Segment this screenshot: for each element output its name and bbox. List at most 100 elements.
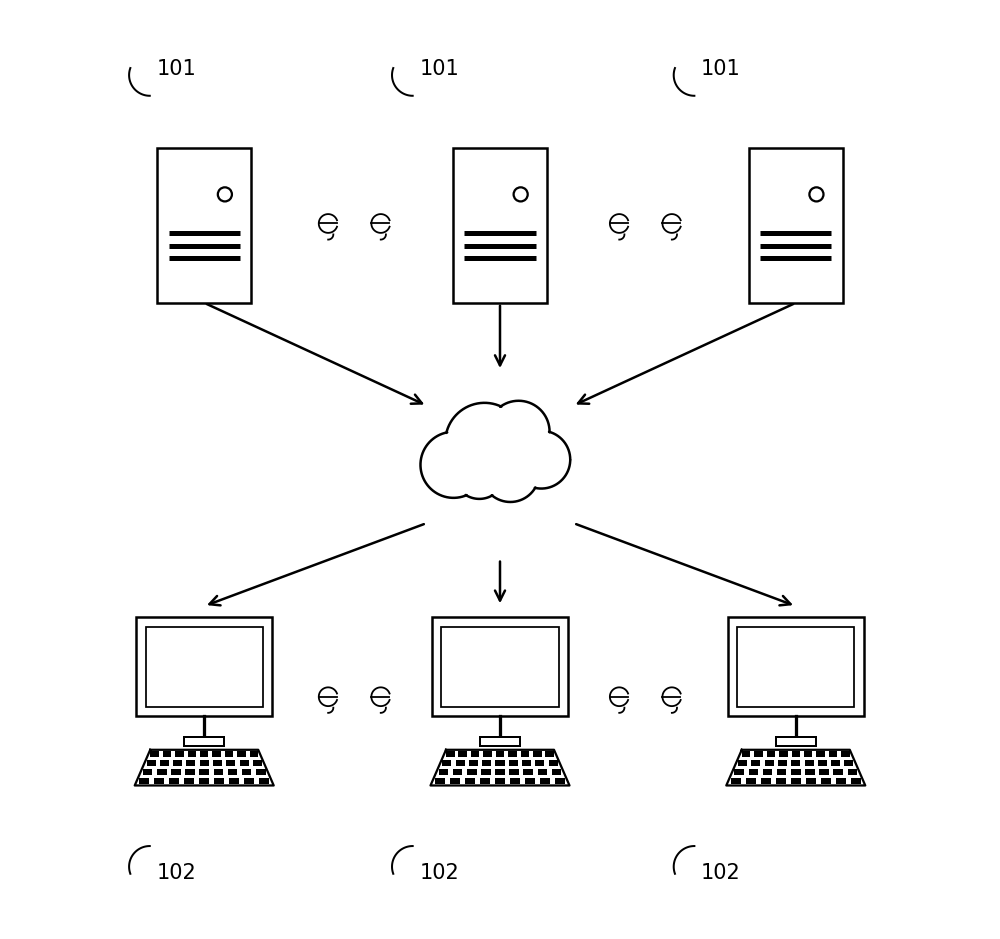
FancyBboxPatch shape [833, 769, 843, 775]
Circle shape [481, 444, 539, 502]
FancyBboxPatch shape [200, 751, 208, 757]
FancyBboxPatch shape [763, 769, 772, 775]
FancyBboxPatch shape [831, 761, 840, 766]
FancyBboxPatch shape [509, 769, 519, 775]
FancyBboxPatch shape [456, 761, 465, 766]
FancyBboxPatch shape [432, 618, 568, 716]
FancyBboxPatch shape [495, 761, 505, 766]
FancyBboxPatch shape [259, 778, 269, 784]
FancyBboxPatch shape [441, 627, 559, 706]
FancyBboxPatch shape [480, 736, 520, 746]
FancyBboxPatch shape [538, 769, 547, 775]
Circle shape [420, 432, 487, 498]
FancyBboxPatch shape [446, 751, 455, 757]
FancyBboxPatch shape [509, 761, 518, 766]
FancyBboxPatch shape [150, 751, 159, 757]
FancyBboxPatch shape [545, 751, 554, 757]
FancyBboxPatch shape [250, 751, 258, 757]
FancyBboxPatch shape [184, 736, 224, 746]
FancyBboxPatch shape [157, 769, 167, 775]
FancyBboxPatch shape [467, 769, 477, 775]
FancyBboxPatch shape [508, 751, 517, 757]
FancyBboxPatch shape [792, 751, 800, 757]
Text: 101: 101 [157, 58, 196, 79]
FancyBboxPatch shape [214, 769, 223, 775]
FancyBboxPatch shape [163, 751, 171, 757]
FancyBboxPatch shape [136, 618, 272, 716]
FancyBboxPatch shape [829, 751, 837, 757]
FancyBboxPatch shape [160, 761, 169, 766]
FancyBboxPatch shape [213, 761, 222, 766]
FancyBboxPatch shape [749, 147, 843, 302]
FancyBboxPatch shape [523, 769, 533, 775]
FancyBboxPatch shape [453, 769, 462, 775]
Circle shape [512, 431, 570, 488]
FancyBboxPatch shape [453, 147, 547, 302]
Polygon shape [431, 749, 569, 785]
FancyBboxPatch shape [200, 761, 209, 766]
FancyBboxPatch shape [805, 769, 815, 775]
FancyBboxPatch shape [237, 751, 246, 757]
FancyBboxPatch shape [742, 751, 750, 757]
FancyBboxPatch shape [804, 751, 812, 757]
FancyBboxPatch shape [256, 769, 266, 775]
FancyBboxPatch shape [173, 761, 182, 766]
FancyBboxPatch shape [525, 778, 535, 784]
FancyBboxPatch shape [738, 761, 747, 766]
FancyBboxPatch shape [482, 761, 491, 766]
FancyBboxPatch shape [821, 778, 831, 784]
FancyBboxPatch shape [776, 778, 786, 784]
FancyBboxPatch shape [199, 769, 209, 775]
FancyBboxPatch shape [496, 751, 504, 757]
FancyBboxPatch shape [212, 751, 221, 757]
FancyBboxPatch shape [791, 761, 800, 766]
FancyBboxPatch shape [549, 761, 558, 766]
FancyBboxPatch shape [791, 769, 801, 775]
FancyBboxPatch shape [471, 751, 479, 757]
FancyBboxPatch shape [186, 761, 195, 766]
FancyBboxPatch shape [481, 769, 491, 775]
Circle shape [445, 403, 524, 482]
FancyBboxPatch shape [139, 778, 149, 784]
Circle shape [488, 401, 550, 463]
FancyBboxPatch shape [242, 769, 251, 775]
FancyBboxPatch shape [225, 751, 233, 757]
FancyBboxPatch shape [552, 769, 561, 775]
FancyBboxPatch shape [848, 769, 857, 775]
Polygon shape [726, 749, 865, 785]
FancyBboxPatch shape [450, 778, 460, 784]
FancyBboxPatch shape [157, 147, 251, 302]
Text: 102: 102 [157, 863, 196, 884]
Polygon shape [135, 749, 274, 785]
FancyBboxPatch shape [495, 778, 505, 784]
FancyBboxPatch shape [435, 778, 445, 784]
FancyBboxPatch shape [214, 778, 224, 784]
FancyBboxPatch shape [816, 751, 825, 757]
FancyBboxPatch shape [791, 778, 801, 784]
FancyBboxPatch shape [147, 761, 156, 766]
FancyBboxPatch shape [185, 769, 195, 775]
FancyBboxPatch shape [480, 778, 490, 784]
FancyBboxPatch shape [776, 736, 816, 746]
FancyBboxPatch shape [175, 751, 184, 757]
FancyBboxPatch shape [228, 769, 237, 775]
FancyBboxPatch shape [244, 778, 254, 784]
FancyBboxPatch shape [765, 761, 774, 766]
FancyBboxPatch shape [522, 761, 531, 766]
FancyBboxPatch shape [754, 751, 763, 757]
FancyBboxPatch shape [777, 769, 786, 775]
FancyBboxPatch shape [844, 761, 853, 766]
FancyBboxPatch shape [495, 769, 505, 775]
Circle shape [809, 188, 823, 202]
FancyBboxPatch shape [731, 778, 741, 784]
FancyBboxPatch shape [728, 618, 864, 716]
Text: 102: 102 [419, 863, 459, 884]
FancyBboxPatch shape [154, 778, 164, 784]
FancyBboxPatch shape [851, 778, 861, 784]
FancyBboxPatch shape [749, 769, 758, 775]
FancyBboxPatch shape [483, 751, 492, 757]
FancyBboxPatch shape [510, 778, 520, 784]
FancyBboxPatch shape [737, 627, 854, 706]
FancyBboxPatch shape [779, 751, 788, 757]
FancyBboxPatch shape [240, 761, 249, 766]
